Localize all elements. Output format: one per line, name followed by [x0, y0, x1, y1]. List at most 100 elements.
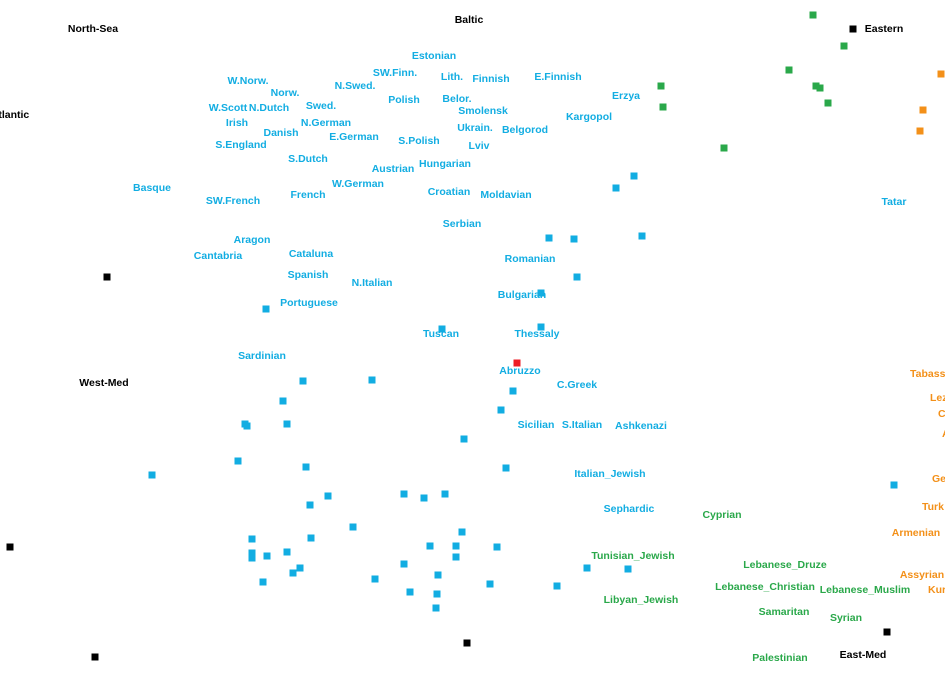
point-label: S.England [215, 139, 266, 151]
point-label: W.German [332, 178, 384, 190]
point [573, 273, 581, 281]
point [248, 549, 256, 557]
point-label: Lith. [441, 71, 463, 83]
point-label: Ashkenazi [615, 420, 667, 432]
point-label: Belor. [442, 93, 471, 105]
point-label: Syrian [830, 612, 862, 624]
point-label: Kargopol [566, 111, 612, 123]
point [809, 11, 817, 19]
point [406, 588, 414, 596]
point [438, 325, 446, 333]
point-label: Tabassa [910, 368, 945, 380]
point-label: Lebanese_Christian [715, 581, 815, 593]
point [368, 376, 376, 384]
point [241, 420, 249, 428]
point-label: Lviv [468, 140, 489, 152]
point-label: Sardinian [238, 350, 286, 362]
point [349, 523, 357, 531]
point-label: SW.Finn. [373, 67, 417, 79]
point [400, 490, 408, 498]
point [299, 377, 307, 385]
point [624, 565, 632, 573]
point [553, 582, 561, 590]
point-label: Moldavian [480, 189, 531, 201]
point [307, 534, 315, 542]
point-label: W.Norw. [227, 75, 268, 87]
point-label: Ukrain. [457, 122, 493, 134]
point-label: Thessaly [515, 328, 560, 340]
point-label: Swed. [306, 100, 336, 112]
point-label: Tatar [882, 196, 907, 208]
point [849, 25, 857, 33]
point [937, 70, 945, 78]
point-label: Spanish [288, 269, 329, 281]
point-label: A [942, 428, 945, 440]
point [306, 501, 314, 509]
point [452, 553, 460, 561]
point [283, 420, 291, 428]
point [840, 42, 848, 50]
point [91, 653, 99, 661]
point-label: Irish [226, 117, 248, 129]
point-label: Ge [932, 473, 945, 485]
point [659, 103, 667, 111]
point-label: Portuguese [280, 297, 338, 309]
point [248, 535, 256, 543]
point-label: Norw. [271, 87, 300, 99]
point-label: Kur [928, 584, 945, 596]
point-label: N.Italian [352, 277, 393, 289]
point [434, 571, 442, 579]
point-label: Turk [922, 501, 944, 513]
point-label: S.Dutch [288, 153, 328, 165]
point [400, 560, 408, 568]
point [657, 82, 665, 90]
point-label: Abruzzo [499, 365, 540, 377]
point [279, 397, 287, 405]
point [371, 575, 379, 583]
point [537, 323, 545, 331]
point-label: SW.French [206, 195, 260, 207]
point-label: S.Polish [398, 135, 439, 147]
point [463, 639, 471, 647]
point-label: Lebanese_Druze [743, 559, 827, 571]
point-label: Cyprian [702, 509, 741, 521]
point [570, 235, 578, 243]
point-label: W.Scott [209, 102, 248, 114]
point [283, 548, 291, 556]
point-label: Libyan_Jewish [604, 594, 679, 606]
point [502, 464, 510, 472]
point-label: Eastern [865, 23, 904, 35]
point-label: Serbian [443, 218, 482, 230]
point-label: S.Italian [562, 419, 602, 431]
point [324, 492, 332, 500]
point [497, 406, 505, 414]
point [420, 494, 428, 502]
point [289, 569, 297, 577]
point [537, 289, 545, 297]
point-label: Sephardic [604, 503, 655, 515]
point [6, 543, 14, 551]
point [545, 234, 553, 242]
point-label: Cantabria [194, 250, 243, 262]
point-label: Romanian [505, 253, 556, 265]
point-label: Bulgarian [498, 289, 546, 301]
point-label: Smolensk [458, 105, 508, 117]
point-label: Atlantic [0, 109, 29, 121]
point [460, 435, 468, 443]
point [296, 564, 304, 572]
point [432, 604, 440, 612]
point [426, 542, 434, 550]
point [824, 99, 832, 107]
point [883, 628, 891, 636]
point-label: N.Dutch [249, 102, 289, 114]
point-label: Danish [263, 127, 298, 139]
point-label: Aragon [234, 234, 271, 246]
point [493, 543, 501, 551]
point-label: Tuscan [423, 328, 459, 340]
point-label: Lebanese_Muslim [820, 584, 910, 596]
point-label: Estonian [412, 50, 456, 62]
point [248, 554, 256, 562]
point-label: West-Med [79, 377, 128, 389]
